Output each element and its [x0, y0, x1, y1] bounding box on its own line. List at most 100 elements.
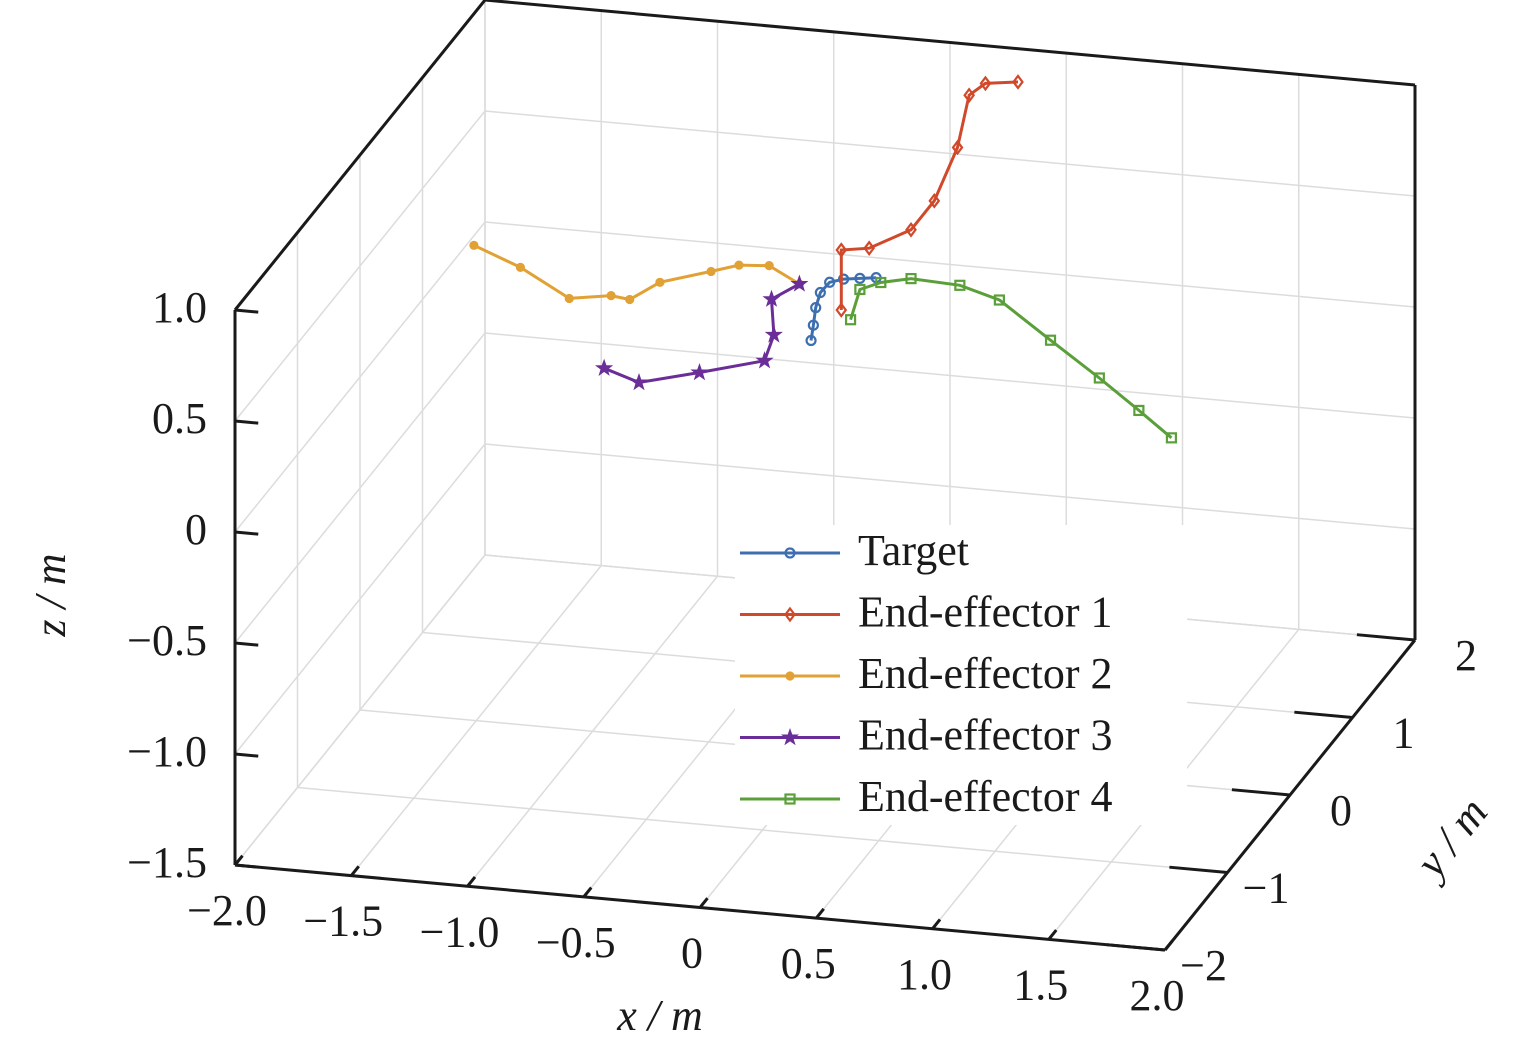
marker — [979, 75, 992, 92]
marker — [469, 240, 479, 250]
marker — [1165, 432, 1178, 444]
marker — [784, 606, 796, 623]
marker — [764, 325, 783, 343]
marker — [905, 273, 917, 285]
marker — [762, 289, 781, 307]
marker — [963, 87, 976, 104]
marker — [734, 260, 744, 270]
marker — [835, 242, 848, 258]
z-tick-label: −0.5 — [127, 616, 207, 665]
marker — [854, 283, 866, 296]
tick-mark — [350, 865, 360, 877]
tick-mark — [234, 530, 259, 536]
marker — [1093, 372, 1105, 384]
marker — [780, 727, 800, 746]
marker — [844, 314, 857, 326]
marker — [854, 272, 866, 284]
marker — [863, 240, 876, 256]
marker — [928, 192, 941, 209]
marker — [595, 358, 614, 376]
tick-mark — [582, 886, 593, 898]
marker — [810, 302, 822, 314]
marker — [755, 351, 774, 369]
series-line — [473, 243, 801, 302]
x-axis-label: x / m — [616, 991, 703, 1040]
marker — [1012, 74, 1024, 90]
grid-line — [484, 110, 1416, 197]
marker — [690, 362, 709, 381]
marker — [1133, 404, 1145, 417]
series-line — [809, 276, 877, 341]
marker — [954, 279, 966, 291]
z-tick-label: 0.5 — [152, 394, 207, 443]
y-tick-label: −1 — [1243, 864, 1290, 913]
tick-mark — [466, 876, 477, 888]
grid-line — [484, 443, 1416, 530]
marker — [785, 671, 795, 681]
x-tick-label: 0 — [681, 929, 703, 978]
marker — [706, 266, 716, 277]
legend-label: End-effector 3 — [858, 711, 1113, 760]
x-tick-label: 1.0 — [897, 950, 952, 999]
axis-line — [484, 0, 1416, 87]
marker — [805, 334, 817, 347]
tick-mark — [234, 863, 259, 869]
tick-mark — [1294, 710, 1353, 719]
tick-mark — [815, 907, 825, 920]
y-tick-label: −2 — [1180, 941, 1227, 990]
y-tick-label: 0 — [1330, 786, 1352, 835]
x-tick-label: 1.5 — [1013, 960, 1068, 1009]
tick-mark — [234, 308, 259, 314]
z-tick-label: 0 — [185, 505, 207, 554]
marker — [905, 221, 917, 238]
x-tick-label: −0.5 — [536, 918, 616, 967]
marker — [564, 293, 574, 304]
tick-mark — [1356, 633, 1416, 642]
tick-mark — [1106, 943, 1166, 952]
marker — [835, 302, 848, 318]
z-tick-label: −1.0 — [127, 727, 207, 776]
tick-mark — [931, 918, 942, 930]
x-tick-label: 2.0 — [1130, 971, 1185, 1020]
legend-label: Target — [858, 526, 969, 575]
z-axis-label: z / m — [26, 553, 75, 637]
z-tick-label: 1.0 — [152, 283, 207, 332]
x-tick-label: −2.0 — [187, 886, 267, 935]
tick-mark — [1231, 788, 1291, 797]
marker — [807, 319, 819, 331]
grid-line — [234, 110, 486, 422]
tick-mark — [234, 752, 259, 758]
grid-line — [234, 443, 486, 755]
axis-line — [233, 0, 487, 311]
series-line — [849, 277, 1173, 439]
marker — [814, 286, 826, 299]
tick-mark — [233, 854, 244, 866]
marker — [629, 372, 649, 391]
grid-line — [484, 332, 1416, 419]
marker — [951, 139, 964, 156]
marker — [824, 276, 836, 288]
marker — [784, 547, 796, 559]
marker — [993, 294, 1005, 306]
marker — [764, 261, 774, 271]
marker — [790, 274, 809, 292]
marker — [606, 291, 616, 301]
legend-label: End-effector 1 — [858, 588, 1113, 637]
x-tick-label: −1.5 — [303, 897, 383, 946]
tick-mark — [234, 641, 259, 647]
tick-mark — [1163, 939, 1174, 951]
marker — [1044, 334, 1057, 346]
grid-line — [297, 786, 1228, 874]
marker — [515, 262, 526, 272]
marker — [784, 793, 796, 805]
grid-line — [234, 332, 486, 644]
grid-line — [484, 221, 1416, 308]
tick-mark — [1169, 865, 1228, 874]
x-tick-label: 0.5 — [781, 939, 836, 988]
marker — [625, 294, 635, 305]
marker — [837, 273, 850, 285]
tick-mark — [698, 897, 709, 909]
tick-mark — [234, 419, 259, 425]
grid-line — [234, 221, 486, 533]
